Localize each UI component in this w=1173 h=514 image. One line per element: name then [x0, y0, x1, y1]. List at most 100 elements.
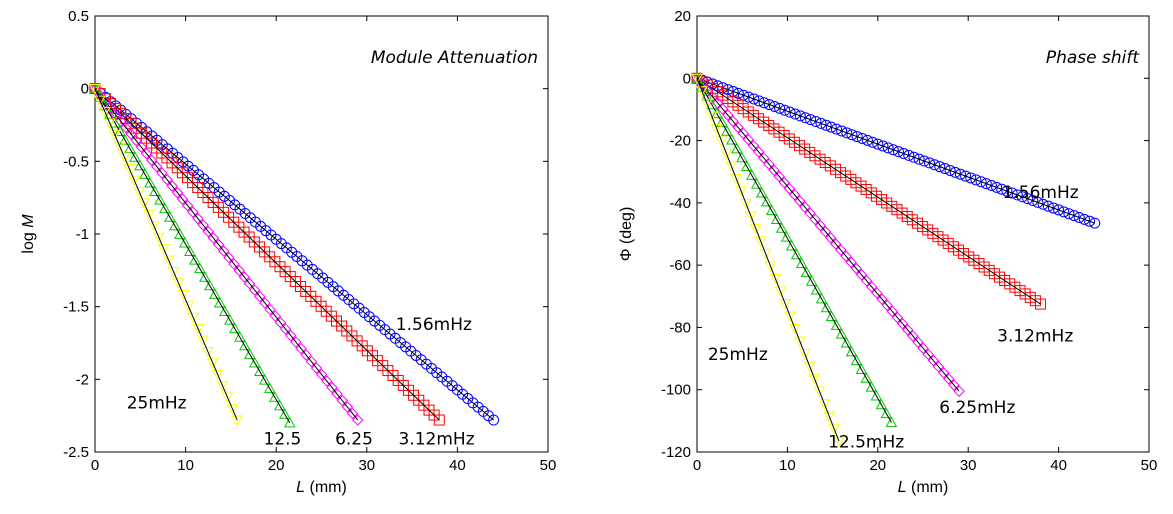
- data-point: [1032, 196, 1044, 208]
- x-tick-label: 50: [1141, 457, 1158, 474]
- data-point: [171, 186, 184, 199]
- data-point: [269, 310, 282, 322]
- data-point: [161, 173, 173, 186]
- data-point: [341, 401, 354, 413]
- data-point: [991, 181, 1003, 193]
- data-point: [923, 157, 935, 169]
- data-point: [157, 244, 170, 255]
- data-point: [805, 275, 818, 286]
- data-point: [784, 106, 796, 118]
- x-axis-label: L (mm): [898, 479, 949, 496]
- data-point: [720, 148, 733, 160]
- data-point: [143, 209, 155, 221]
- data-point: [725, 161, 738, 172]
- data-point: [845, 256, 857, 269]
- data-point: [835, 244, 847, 256]
- data-point: [722, 109, 734, 121]
- data-point: [701, 89, 713, 101]
- data-point: [949, 166, 961, 178]
- data-point: [752, 146, 765, 158]
- data-point: [726, 134, 738, 145]
- data-point: [263, 382, 276, 394]
- data-point: [953, 385, 965, 397]
- data-point: [818, 399, 831, 410]
- data-point: [759, 248, 772, 260]
- y-axis-label: Φ (deg): [618, 207, 635, 262]
- data-point: [794, 110, 806, 122]
- data-point: [814, 219, 827, 232]
- data-point: [162, 255, 175, 267]
- y-tick-label: 0: [81, 81, 89, 98]
- y-tick-label: -20: [669, 133, 691, 150]
- series-annotation: 1.56mHz: [1003, 183, 1079, 203]
- data-point: [134, 159, 146, 171]
- data-point: [980, 178, 992, 190]
- data-point: [841, 127, 853, 139]
- data-point: [800, 266, 813, 277]
- data-point: [433, 414, 445, 426]
- data-point: [715, 136, 728, 147]
- fit-line: [696, 77, 1041, 305]
- data-point: [774, 286, 787, 297]
- series-diamond: [691, 72, 965, 397]
- data-point: [125, 128, 137, 140]
- data-point: [948, 379, 960, 391]
- data-point: [166, 180, 178, 192]
- data-point: [823, 411, 835, 423]
- data-point: [939, 163, 951, 175]
- data-point: [139, 168, 151, 179]
- chart-2: 0 10 20 30 40 50 20 0 -20 -40 -60 -80 -100 -120 L (mm)…: [618, 8, 1157, 496]
- data-point: [795, 257, 808, 269]
- data-point: [1016, 191, 1028, 203]
- data-point: [140, 147, 153, 160]
- series-annotation: 12.5mHz: [828, 432, 904, 452]
- data-point: [346, 407, 359, 420]
- data-point: [187, 312, 199, 324]
- data-point: [154, 194, 166, 205]
- data-point: [216, 381, 229, 392]
- y-tick-label: -1.5: [63, 299, 89, 316]
- data-point: [798, 349, 811, 360]
- data-point: [819, 226, 832, 238]
- data-point: [885, 416, 898, 427]
- data-point: [799, 112, 811, 124]
- series-annotation: 3.12mHz: [399, 430, 475, 450]
- data-point: [177, 289, 190, 301]
- data-point: [871, 287, 883, 299]
- chart-title: Module Attenuation: [371, 48, 538, 68]
- data-point: [182, 199, 194, 212]
- data-point: [138, 198, 150, 209]
- data-point: [300, 349, 312, 361]
- data-point: [934, 161, 946, 173]
- data-point: [750, 178, 763, 189]
- data-point: [1073, 211, 1085, 223]
- data-point: [975, 176, 987, 188]
- x-tick-label: 40: [449, 457, 466, 474]
- data-point: [1047, 202, 1059, 214]
- data-point: [108, 129, 121, 141]
- series-triangle-down: [691, 73, 845, 448]
- data-point: [1068, 210, 1080, 222]
- data-point: [810, 116, 822, 128]
- chart-1: 0 10 20 30 40 50 0.5 0 -0.5 -1 -1.5 -2 -2.5 L (mm) log…: [20, 8, 556, 496]
- data-point: [870, 389, 883, 401]
- data-point: [145, 154, 158, 166]
- data-point: [115, 115, 127, 127]
- data-point: [130, 134, 142, 147]
- x-tick-label: 10: [177, 457, 194, 474]
- data-point: [824, 232, 837, 244]
- data-point: [810, 284, 823, 295]
- data-point: [1037, 198, 1049, 210]
- data-point: [214, 296, 226, 308]
- data-point: [830, 319, 843, 330]
- data-point: [1027, 195, 1039, 207]
- series-annotation: 25mHz: [127, 393, 187, 413]
- data-point: [903, 149, 915, 161]
- data-point: [187, 206, 199, 218]
- data-point: [1063, 208, 1075, 220]
- fit-line: [94, 88, 440, 421]
- data-point: [835, 328, 848, 339]
- data-point: [209, 288, 221, 299]
- data-point: [851, 131, 863, 143]
- data-point: [764, 261, 777, 272]
